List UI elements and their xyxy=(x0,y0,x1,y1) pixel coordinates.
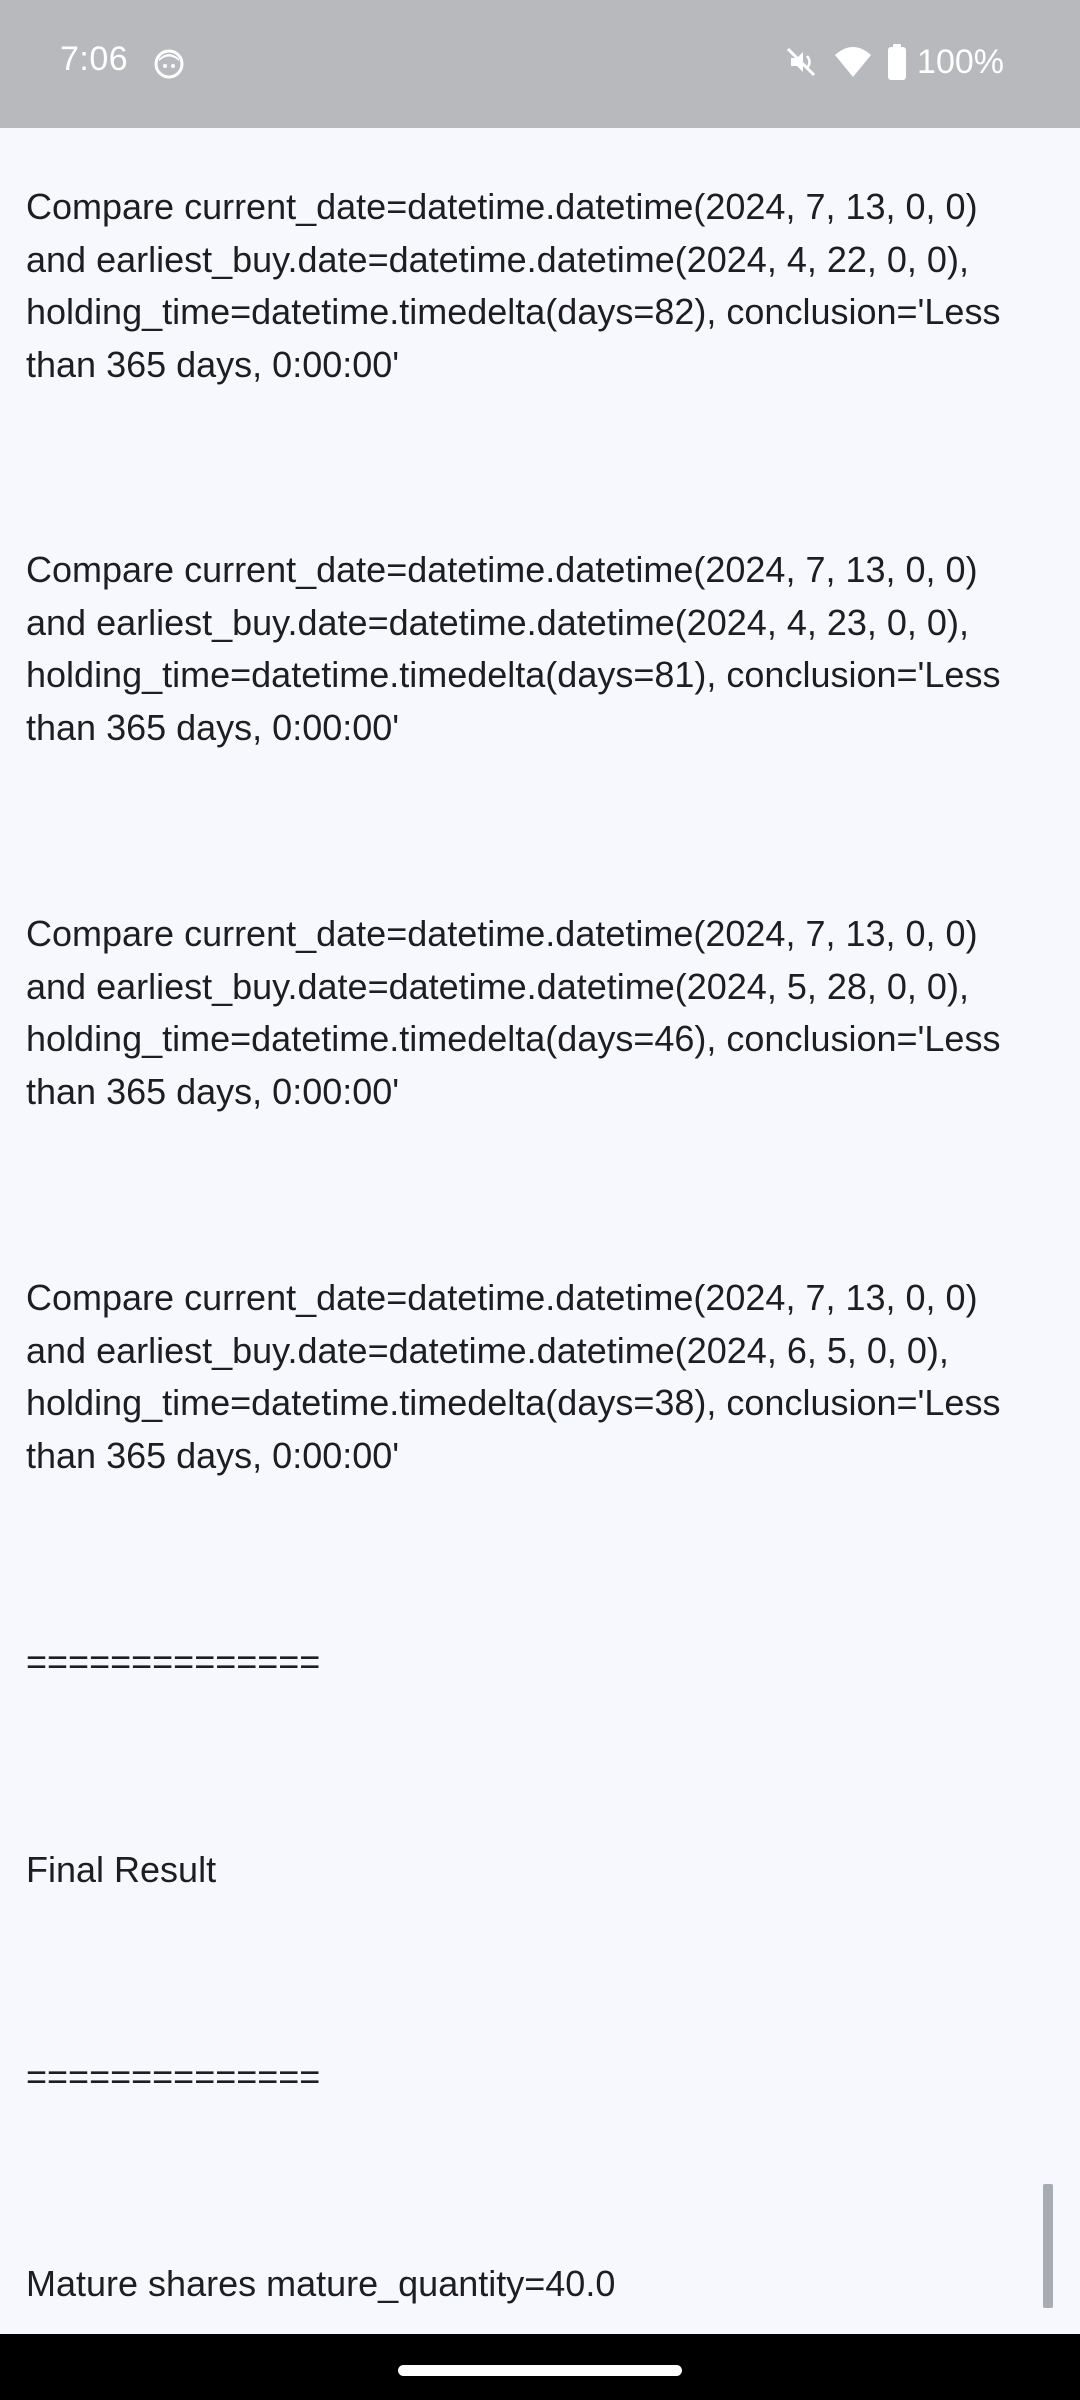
scrollbar-thumb[interactable] xyxy=(1043,2184,1053,2308)
log-entry-compare: Compare current_date=datetime.datetime(2… xyxy=(26,1277,1011,1476)
battery-percentage: 100% xyxy=(917,42,1004,81)
wifi-icon xyxy=(835,47,872,77)
status-time: 7:06 xyxy=(60,40,129,78)
status-bar: 7:06 100% xyxy=(0,0,1080,128)
final-result-heading: Final Result xyxy=(26,1849,217,1890)
face-icon xyxy=(154,49,184,79)
log-separator: ============== xyxy=(26,2056,321,2097)
log-entry-compare: Compare current_date=datetime.datetime(2… xyxy=(26,549,1011,748)
home-gesture-handle[interactable] xyxy=(398,2365,682,2376)
mature-shares-line: Mature shares mature_quantity=40.0 xyxy=(26,2263,616,2304)
mute-icon xyxy=(786,47,816,77)
log-output[interactable]: Compare current_date=datetime.datetime(2… xyxy=(0,128,1080,2334)
status-icons: 100% xyxy=(783,40,1004,84)
log-entry-compare: Compare current_date=datetime.datetime(2… xyxy=(26,186,1011,385)
battery-icon xyxy=(888,44,907,80)
log-separator: ============== xyxy=(26,1641,321,1682)
log-entry-compare: Compare current_date=datetime.datetime(2… xyxy=(26,913,1011,1112)
